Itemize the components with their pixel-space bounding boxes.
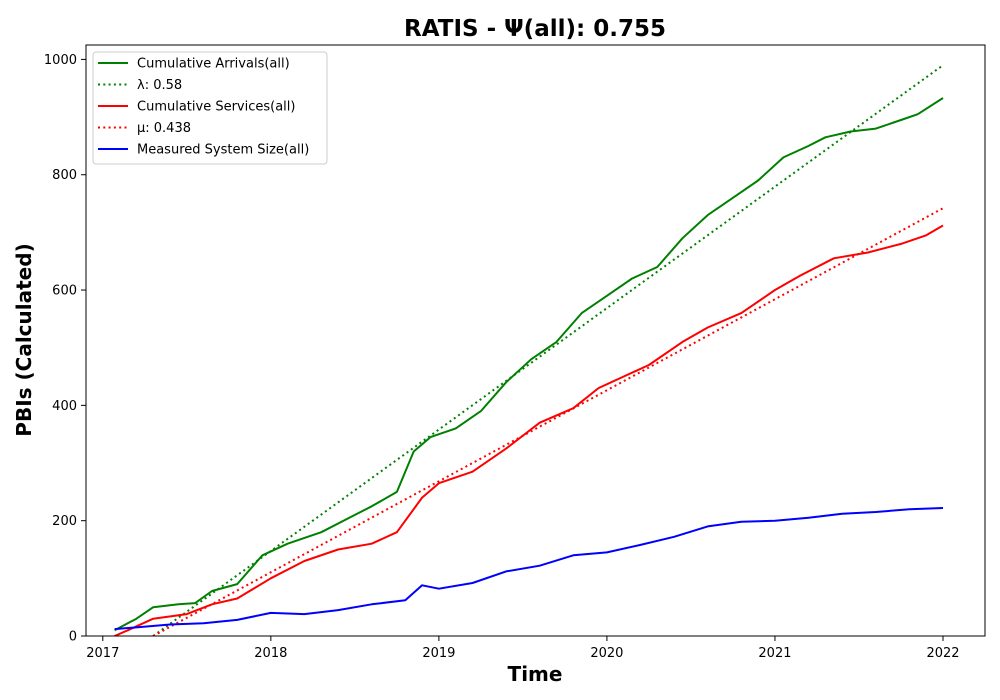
x-tick-label: 2019 [422,646,455,661]
y-tick-label: 0 [69,630,77,645]
series-line-3 [152,207,944,636]
legend: Cumulative Arrivals(all) λ: 0.58 Cumulativ… [92,51,328,165]
y-tick-label: 200 [52,514,77,529]
series-line-1 [152,64,944,636]
y-tick-label: 1000 [44,53,77,68]
series-line-4 [114,507,944,631]
legend-label: Cumulative Services(all) [137,100,295,115]
plot-frame [85,44,986,637]
legend-label: λ: 0.58 [137,78,182,93]
x-tick-label: 2020 [590,646,623,661]
y-axis: 0 200 400 600 800 1000 [44,53,86,645]
y-tick-label: 600 [52,284,77,299]
chart-title: RATIS - Ψ(all): 0.755 [404,16,666,42]
x-tick-label: 2018 [254,646,287,661]
legend-label: Cumulative Arrivals(all) [137,57,290,72]
legend-label: Measured System Size(all) [137,143,309,158]
y-tick-label: 400 [52,399,77,414]
legend-label: μ: 0.438 [137,121,191,136]
y-axis-title: PBIs (Calculated) [12,243,36,436]
x-tick-label: 2022 [926,646,959,661]
series-layer [114,64,944,636]
x-axis: 2017 2018 2019 2020 2021 2022 [86,636,960,661]
legend-box [92,51,328,165]
x-axis-title: Time [508,662,563,686]
x-tick-label: 2021 [758,646,791,661]
x-tick-label: 2017 [86,646,119,661]
y-tick-label: 800 [52,168,77,183]
